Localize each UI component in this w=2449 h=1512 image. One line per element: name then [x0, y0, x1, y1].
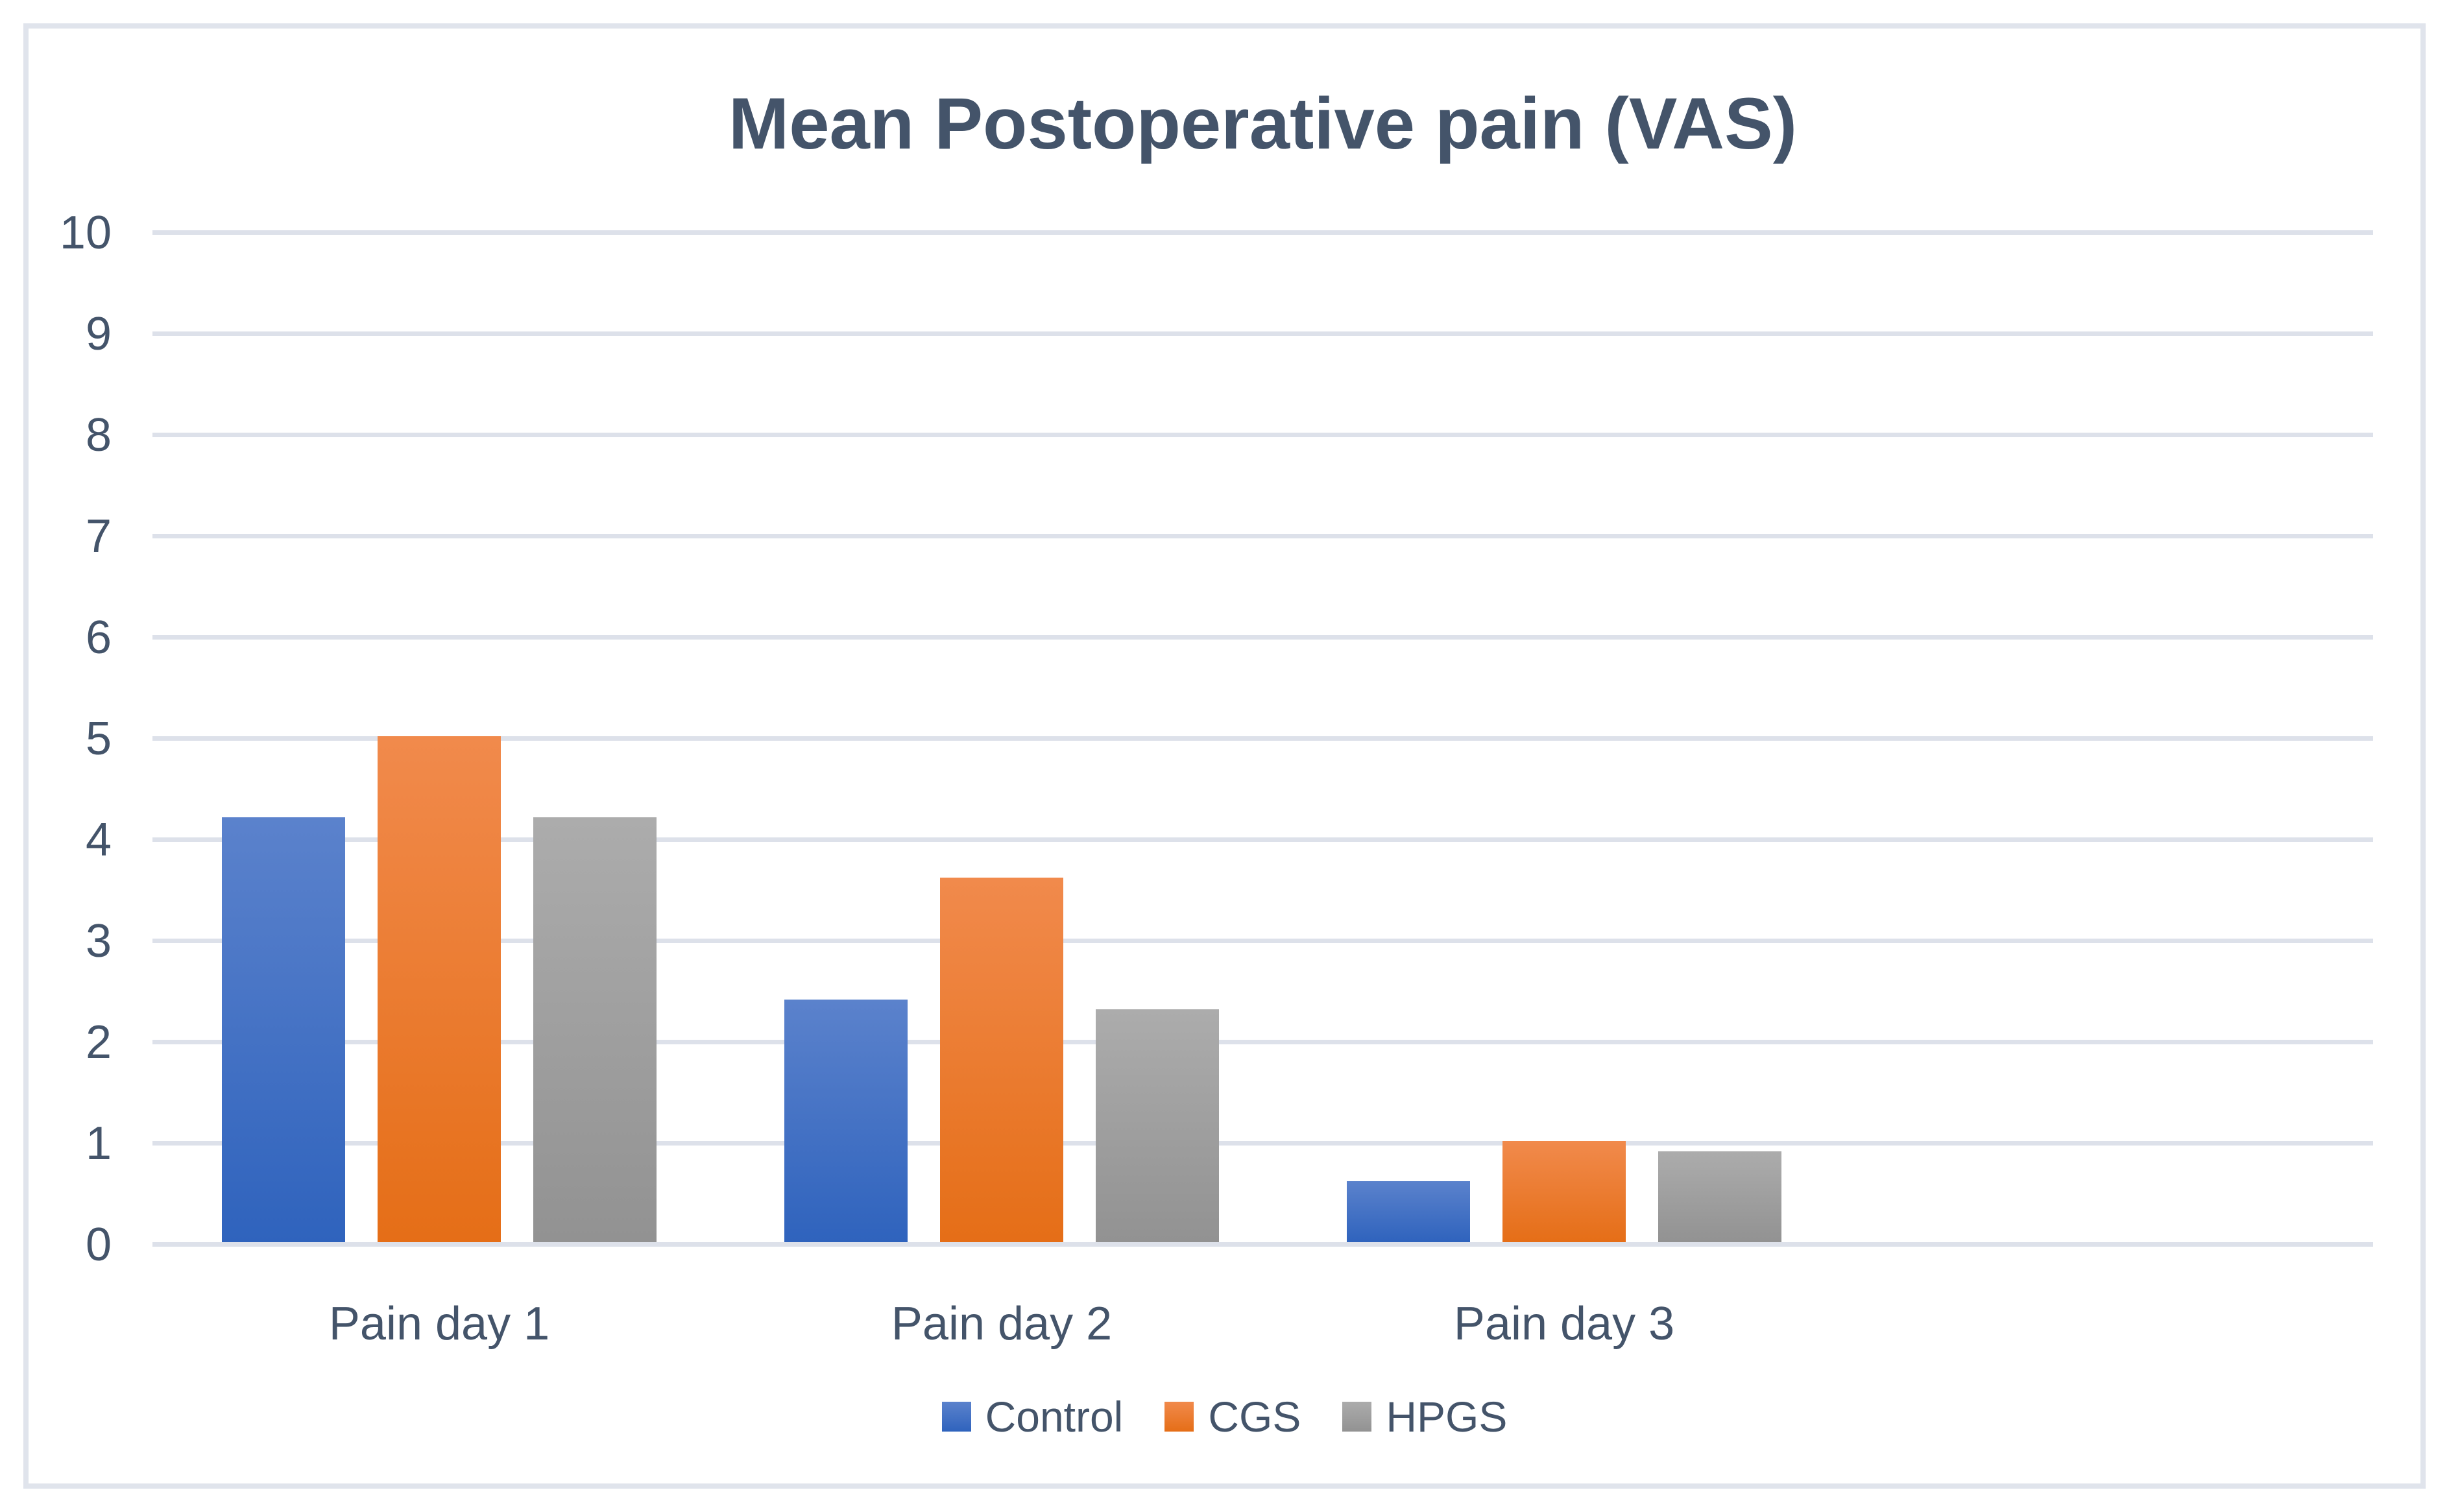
chart-border: [23, 23, 2426, 1489]
legend-label-control: Control: [985, 1393, 1124, 1441]
gridline-5: [152, 736, 2373, 741]
legend-item-cgs: CGS: [1164, 1392, 1301, 1441]
legend-item-hpgs: HPGS: [1342, 1392, 1507, 1441]
legend-label-cgs: CGS: [1208, 1393, 1301, 1441]
gridline-4: [152, 837, 2373, 842]
gridline-7: [152, 534, 2373, 538]
y-axis-label-1: 1: [85, 1118, 112, 1170]
y-axis-label-0: 0: [85, 1219, 112, 1271]
bar-cgs-day1: [378, 736, 501, 1242]
x-axis-label-3: Pain day 3: [1453, 1298, 1675, 1350]
y-axis-label-3: 3: [85, 915, 112, 967]
bar-hpgs-day1: [533, 817, 657, 1242]
legend: Control CGS HPGS: [0, 1392, 2449, 1441]
y-axis-label-9: 9: [85, 308, 112, 360]
gridline-2: [152, 1040, 2373, 1044]
y-axis-label-2: 2: [85, 1016, 112, 1068]
y-axis-label-6: 6: [85, 612, 112, 664]
gridline-3: [152, 939, 2373, 943]
legend-label-hpgs: HPGS: [1386, 1393, 1508, 1441]
chart-title: Mean Postoperative pain (VAS): [728, 83, 1798, 164]
gridline-6: [152, 635, 2373, 640]
gridline-10: [152, 230, 2373, 235]
y-axis-label-8: 8: [85, 409, 112, 461]
x-axis-label-1: Pain day 1: [328, 1298, 550, 1350]
bar-hpgs-day3: [1658, 1151, 1781, 1242]
gridline-1: [152, 1141, 2373, 1146]
gridline-9: [152, 331, 2373, 336]
bar-cgs-day3: [1502, 1141, 1626, 1242]
bar-hpgs-day2: [1096, 1009, 1219, 1242]
bar-control-day3: [1347, 1181, 1470, 1242]
legend-swatch-control: [941, 1402, 971, 1432]
gridline-0: [152, 1242, 2373, 1247]
y-axis-label-7: 7: [85, 510, 112, 562]
legend-item-control: Control: [941, 1392, 1124, 1441]
y-axis-label-4: 4: [85, 814, 112, 866]
bar-cgs-day2: [940, 878, 1063, 1242]
y-axis-label-10: 10: [59, 207, 112, 259]
y-axis-label-5: 5: [85, 713, 112, 765]
bar-control-day1: [222, 817, 345, 1242]
legend-swatch-hpgs: [1342, 1402, 1372, 1432]
x-axis-label-2: Pain day 2: [891, 1298, 1113, 1350]
gridline-8: [152, 433, 2373, 437]
legend-swatch-cgs: [1164, 1402, 1194, 1432]
bar-control-day2: [784, 1000, 908, 1242]
